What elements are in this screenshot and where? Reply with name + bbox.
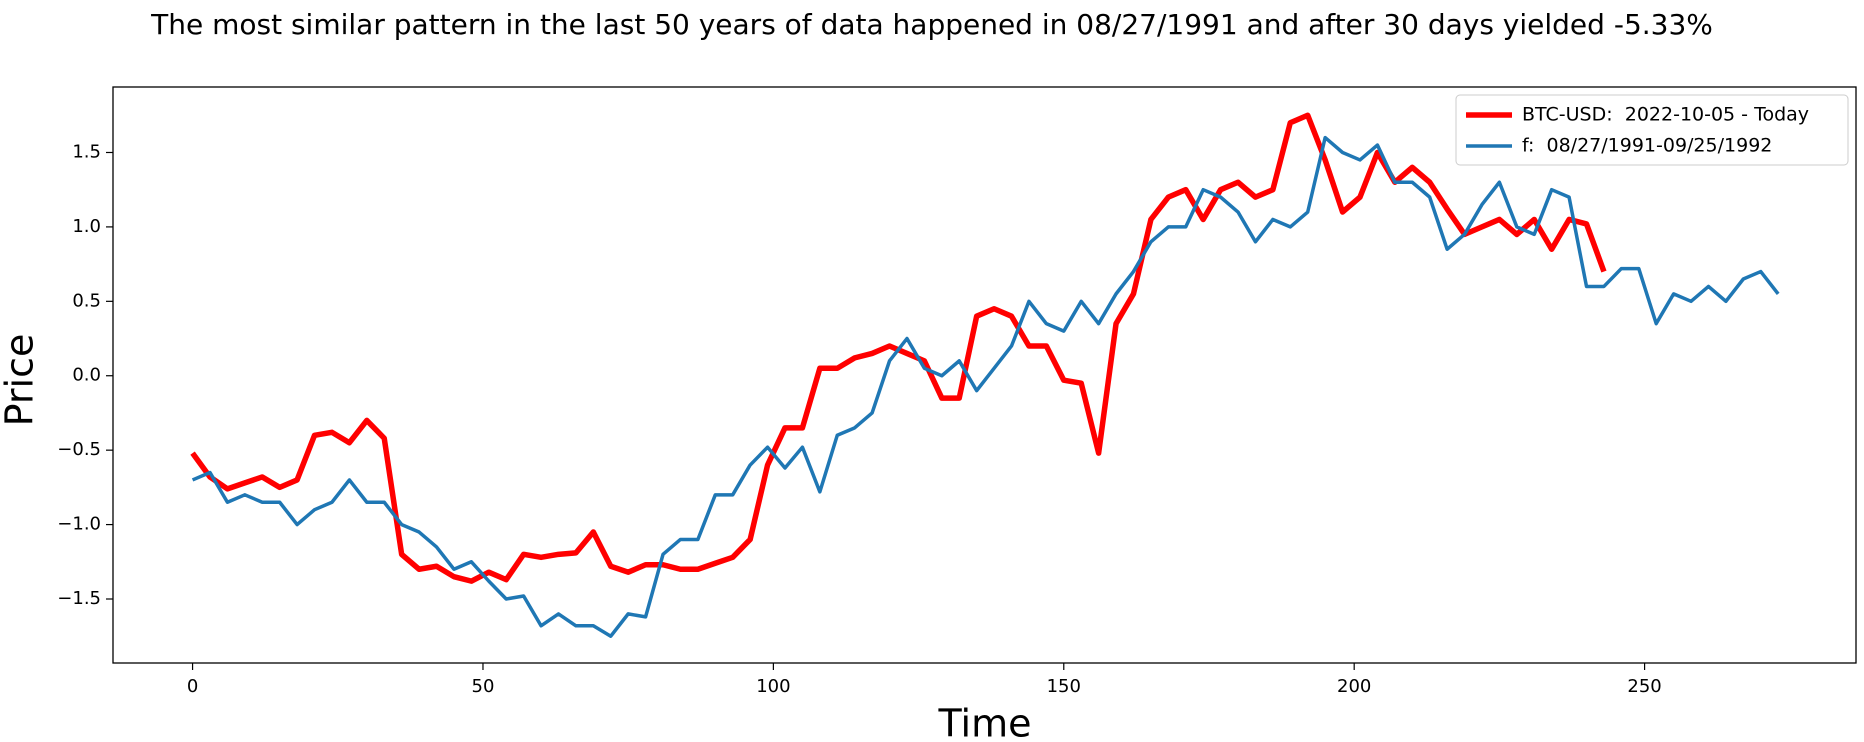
- legend-label: f: 08/27/1991-09/25/1992: [1522, 135, 1772, 157]
- y-tick-label: −1.0: [57, 514, 101, 535]
- y-tick-label: 1.5: [72, 141, 101, 162]
- data-line: [191, 135, 1780, 638]
- x-tick-label: 250: [1627, 676, 1661, 697]
- x-tick-label: 50: [472, 676, 495, 697]
- x-tick-label: 0: [187, 676, 198, 697]
- y-axis-label: Price: [0, 334, 42, 427]
- chart-title: The most similar pattern in the last 50 …: [150, 8, 1713, 41]
- legend: BTC-USD: 2022-10-05 - Today f: 08/27/1991…: [1455, 94, 1849, 166]
- x-tick-label: 200: [1337, 676, 1371, 697]
- y-tick-label: −0.5: [57, 439, 101, 460]
- y-tick-label: 0.5: [72, 290, 101, 311]
- legend-box: [1455, 94, 1849, 166]
- plot-frame: [112, 86, 1857, 664]
- y-tick-label: 1.0: [72, 216, 101, 237]
- legend-label: BTC-USD: 2022-10-05 - Today: [1522, 104, 1809, 126]
- x-tick-label: 150: [1047, 676, 1081, 697]
- x-axis-label: Time: [938, 702, 1032, 742]
- x-tick-label: 100: [756, 676, 790, 697]
- y-tick-label: −1.5: [57, 588, 101, 609]
- y-tick-label: 0.0: [72, 365, 101, 386]
